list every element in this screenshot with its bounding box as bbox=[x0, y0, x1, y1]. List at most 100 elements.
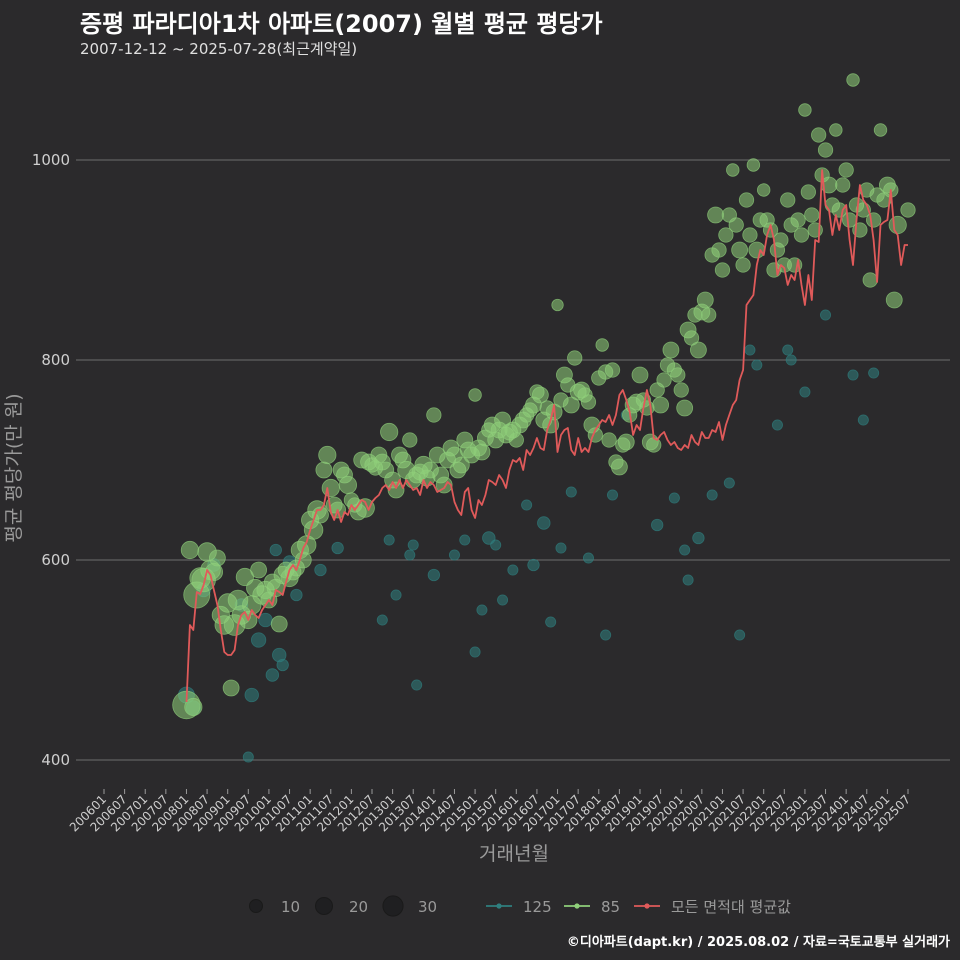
point-85 bbox=[631, 366, 649, 384]
point-125 bbox=[411, 679, 423, 691]
point-125 bbox=[390, 589, 402, 601]
point-85 bbox=[180, 540, 199, 560]
point-85 bbox=[718, 227, 734, 243]
point-85 bbox=[701, 307, 717, 323]
legend-label: 모든 면적대 평균값 bbox=[671, 898, 791, 916]
size-legend-circle bbox=[314, 896, 334, 916]
point-85 bbox=[402, 432, 418, 448]
point-125 bbox=[545, 616, 557, 628]
point-125 bbox=[751, 359, 763, 371]
point-85 bbox=[811, 127, 827, 143]
point-85 bbox=[662, 341, 680, 359]
point-125 bbox=[706, 489, 718, 501]
point-125 bbox=[785, 354, 797, 366]
point-85 bbox=[610, 458, 628, 476]
point-85 bbox=[707, 206, 724, 224]
y-tick-labels: 400 600 800 1000 bbox=[32, 151, 70, 769]
point-125 bbox=[244, 687, 259, 703]
point-85 bbox=[670, 367, 686, 383]
point-125 bbox=[679, 544, 691, 556]
point-85 bbox=[595, 338, 609, 352]
y-tick-label: 800 bbox=[41, 351, 70, 369]
point-85 bbox=[800, 184, 816, 200]
size-legend-label: 20 bbox=[349, 898, 368, 916]
point-85 bbox=[885, 291, 903, 309]
point-85 bbox=[731, 241, 749, 259]
point-125 bbox=[459, 534, 471, 546]
point-85 bbox=[829, 123, 843, 137]
point-85 bbox=[846, 73, 860, 87]
point-125 bbox=[427, 568, 440, 582]
point-85 bbox=[676, 399, 694, 417]
point-85 bbox=[303, 520, 324, 540]
point-85 bbox=[318, 445, 337, 465]
point-85 bbox=[338, 475, 358, 495]
point-125 bbox=[383, 534, 395, 546]
y-tick-label: 1000 bbox=[32, 151, 70, 169]
point-85 bbox=[773, 232, 789, 248]
point-85 bbox=[604, 362, 621, 378]
point-85 bbox=[315, 461, 333, 479]
y-tick-label: 600 bbox=[41, 551, 70, 569]
point-125 bbox=[290, 588, 303, 602]
point-85 bbox=[690, 341, 707, 359]
point-125 bbox=[799, 386, 811, 398]
point-125 bbox=[565, 486, 577, 498]
point-85 bbox=[562, 396, 580, 414]
point-125 bbox=[651, 518, 664, 532]
point-125 bbox=[476, 604, 488, 616]
point-125 bbox=[490, 539, 502, 551]
point-85 bbox=[652, 396, 670, 414]
point-125 bbox=[331, 541, 344, 555]
point-85 bbox=[426, 407, 442, 423]
point-85 bbox=[793, 227, 810, 243]
point-85 bbox=[617, 433, 635, 451]
average-line bbox=[185, 169, 908, 703]
point-85 bbox=[270, 615, 288, 633]
point-85 bbox=[780, 192, 796, 208]
y-axis-title: 평균 평당가(만 원) bbox=[3, 393, 25, 542]
point-85 bbox=[531, 386, 549, 404]
point-125 bbox=[744, 344, 756, 356]
point-85 bbox=[580, 394, 597, 410]
point-85 bbox=[711, 242, 727, 258]
size-legend-label: 10 bbox=[281, 898, 300, 916]
point-125 bbox=[555, 542, 567, 554]
point-85 bbox=[726, 163, 740, 177]
point-85 bbox=[250, 561, 268, 579]
point-85 bbox=[696, 291, 714, 309]
point-85 bbox=[551, 298, 564, 312]
point-85 bbox=[804, 207, 820, 223]
chart-title: 증평 파라디아1차 아파트(2007) 월별 평균 평당가 bbox=[80, 10, 603, 38]
point-85 bbox=[468, 388, 482, 402]
point-125 bbox=[723, 477, 735, 489]
legend-label: 125 bbox=[523, 898, 552, 916]
point-85 bbox=[900, 202, 916, 218]
point-125 bbox=[521, 499, 533, 511]
point-85 bbox=[321, 478, 340, 498]
point-125 bbox=[771, 419, 783, 431]
point-85 bbox=[714, 262, 731, 278]
point-85 bbox=[756, 183, 771, 197]
source-credit: ©디아파트(dapt.kr) / 2025.08.02 / 자료=국토교통부 실… bbox=[566, 935, 950, 950]
point-85 bbox=[567, 350, 583, 366]
point-85 bbox=[601, 432, 617, 448]
point-125 bbox=[242, 751, 254, 763]
point-85 bbox=[738, 192, 755, 208]
x-tick-labels: 2006012006072007012007072008012008072009… bbox=[67, 789, 913, 835]
point-125 bbox=[607, 489, 619, 501]
point-85 bbox=[646, 437, 662, 453]
point-125 bbox=[250, 632, 267, 648]
point-85 bbox=[742, 227, 758, 243]
point-85 bbox=[656, 372, 672, 388]
point-125 bbox=[407, 539, 419, 551]
point-85 bbox=[435, 476, 453, 494]
average-line-group bbox=[185, 169, 908, 703]
point-85 bbox=[888, 215, 907, 235]
point-85 bbox=[790, 212, 806, 228]
point-85 bbox=[798, 103, 812, 117]
point-125 bbox=[857, 414, 869, 426]
point-125 bbox=[404, 549, 416, 561]
point-85 bbox=[222, 679, 240, 697]
